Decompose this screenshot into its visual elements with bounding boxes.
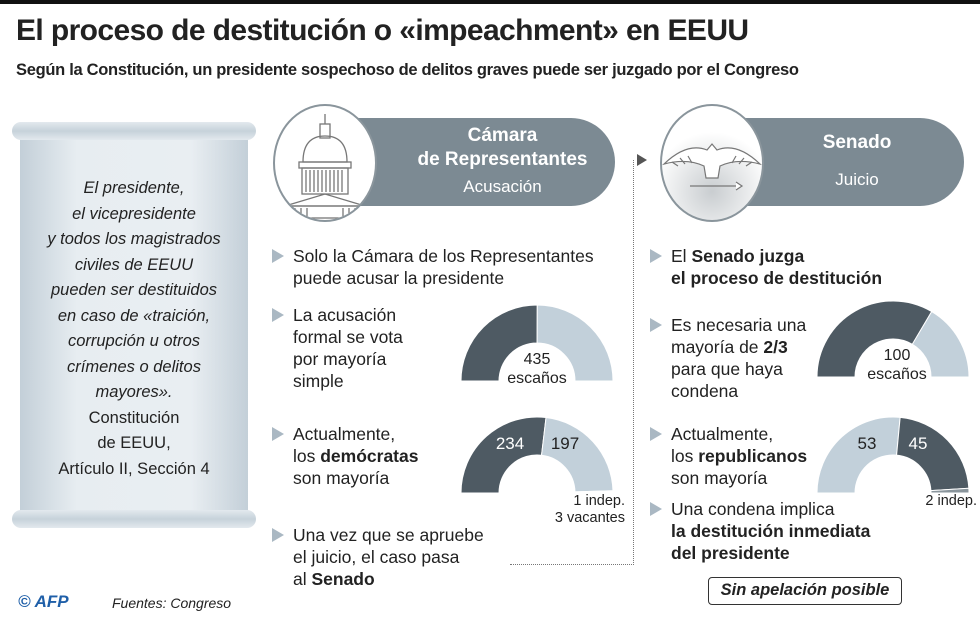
quote-line: el vicepresidente: [72, 204, 196, 223]
flow-connector: [633, 160, 634, 565]
source-line: Constitución: [88, 408, 180, 427]
house-majority-segment: [536, 304, 614, 382]
bullet-text: la destitución inmediata: [671, 521, 871, 541]
bullet-text: Actualmente,: [671, 424, 774, 444]
quote-line: mayores».: [95, 383, 173, 401]
bullet-text: puede acusar la presidente: [293, 268, 505, 288]
senate-role: Juicio: [835, 170, 879, 189]
bullet-text: Una vez que se apruebe: [293, 525, 484, 545]
scroll-roll-top: [12, 122, 256, 140]
source-line: Artículo II, Sección 4: [58, 459, 210, 478]
bullet-text: La acusación: [293, 305, 397, 325]
no-appeal-box: Sin apelación posible: [708, 577, 902, 605]
bullet-text: los: [293, 446, 321, 466]
bullet-text: simple: [293, 371, 344, 391]
footer-source: Fuentes: Congreso: [112, 595, 232, 611]
senate-current-segment: [896, 416, 970, 492]
senate-majority-segment: [911, 310, 970, 378]
constitution-scroll: El presidente, el vicepresidente y todos…: [12, 122, 256, 528]
quote-line: y todos los magistrados: [47, 230, 221, 248]
house-note-indep: 1 indep.: [573, 493, 625, 509]
quote-line: El presidente,: [83, 179, 185, 197]
page-title: El proceso de destitución o «impeachment…: [16, 14, 749, 47]
house-note-vacant: 3 vacantes: [554, 510, 625, 526]
house-total-number: 435: [523, 351, 551, 368]
quote-line: corrupción u otros: [67, 332, 201, 350]
senate-bullet-4: Una condena implica la destitución inmedi…: [649, 498, 871, 564]
bullet-text: son mayoría: [671, 468, 768, 488]
house-note: 1 indep. 3 vacantes: [520, 493, 625, 527]
house-bullet-3: Actualmente, los demócratas son mayoría: [271, 423, 419, 489]
bullet-text: republicanos: [698, 446, 808, 466]
house-majority-segment: [460, 304, 538, 382]
bullet-text: Senado: [311, 569, 375, 589]
eagle-seal-icon: [660, 104, 764, 222]
senate-current-segment: [816, 416, 901, 494]
senate-current-segment: [930, 487, 970, 494]
page-subtitle: Según la Constitución, un presidente sos…: [16, 61, 799, 79]
bullet-text: El: [671, 246, 692, 266]
house-dem-seats: 234: [495, 434, 525, 453]
house-rep-seats: 197: [550, 434, 580, 453]
house-total-label: 435 escaños: [497, 350, 577, 388]
house-current-segment: [540, 416, 614, 493]
bullet-text: Senado juzga: [691, 246, 805, 266]
quote-line: pueden ser destituidos: [50, 281, 218, 299]
senate-majority-segment: [816, 300, 933, 378]
house-bullet-2: La acusación formal se vota por mayoría sim…: [272, 304, 403, 392]
quote-line: civiles de EEUU: [74, 255, 194, 274]
bullet-text: demócratas: [320, 446, 419, 466]
house-current-segment: [574, 490, 614, 494]
house-total-unit: escaños: [507, 370, 567, 387]
bullet-text: mayoría de: [671, 337, 764, 357]
bullet-text: el proceso de destitución: [671, 268, 883, 288]
senate-total-label: 100 escaños: [857, 346, 937, 384]
bullet-text: 2/3: [763, 337, 788, 357]
senate-dem-seats: 45: [908, 434, 928, 453]
senate-title: Senado: [822, 132, 892, 153]
senate-bullet-1: El Senado juzga el proceso de destitución: [649, 245, 883, 289]
senate-total-unit: escaños: [867, 366, 927, 383]
scroll-text: El presidente, el vicepresidente y todos…: [12, 176, 256, 482]
scroll-roll-bottom: [12, 510, 256, 528]
bullet-text: al: [293, 569, 312, 589]
house-bullet-1: Solo la Cámara de los Representantes pued…: [272, 245, 594, 289]
top-rule: [0, 0, 980, 4]
bullet-text: formal se vota: [293, 327, 403, 347]
bullet-text: Solo la Cámara de los Representantes: [293, 246, 594, 266]
senate-rep-seats: 53: [857, 434, 877, 453]
arrow-right-icon: [637, 154, 647, 166]
bullet-text: por mayoría: [293, 349, 387, 369]
senate-bullet-2: Es necesaria una mayoría de 2/3 para que h…: [649, 314, 807, 402]
afp-logo: © AFP: [18, 592, 69, 611]
bullet-text: del presidente: [671, 543, 790, 563]
house-title-2: de Representantes: [417, 149, 588, 170]
source-line: de EEUU,: [97, 434, 171, 452]
bullet-text: Es necesaria una: [671, 315, 807, 335]
bullet-text: los: [671, 446, 699, 466]
bullet-text: son mayoría: [293, 468, 390, 488]
senate-total-number: 100: [883, 347, 911, 364]
quote-line: crímenes o delitos: [67, 357, 201, 376]
quote-line: en caso de «traición,: [57, 306, 211, 325]
senate-bullet-3: Actualmente, los republicanos son mayoría: [649, 423, 808, 489]
house-role: Acusación: [463, 177, 542, 196]
bullet-text: Actualmente,: [293, 424, 396, 444]
capitol-dome-icon: [273, 104, 377, 222]
bullet-text: el juicio, el caso pasa: [293, 547, 460, 567]
senate-note: 2 indep.: [925, 493, 977, 509]
bullet-text: para que haya: [671, 359, 783, 379]
bullet-text: Una condena implica: [671, 499, 835, 519]
bullet-text: condena: [671, 381, 739, 401]
house-title-1: Cámara: [467, 125, 538, 146]
house-bullet-4: Una vez que se apruebe el juicio, el caso…: [272, 524, 484, 590]
flow-connector-horizontal: [510, 564, 634, 565]
house-current-segment: [460, 416, 547, 494]
scroll-paper: [20, 134, 248, 516]
